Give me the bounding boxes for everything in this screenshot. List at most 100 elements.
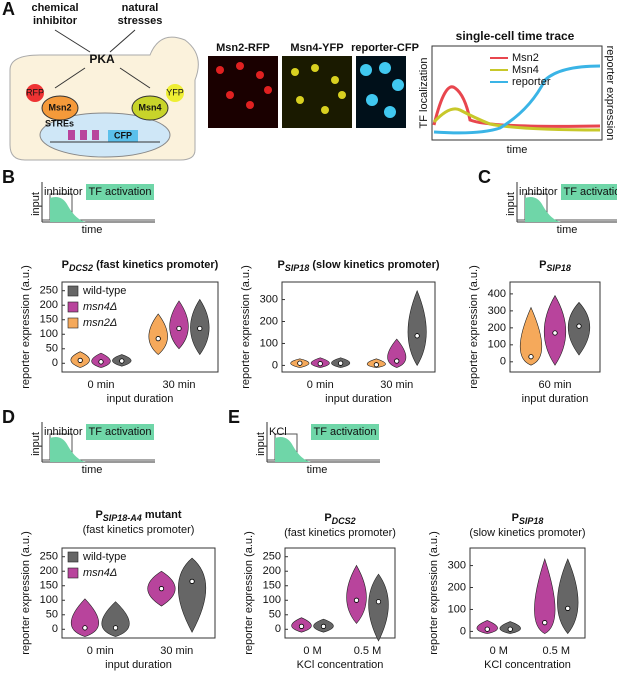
median <box>298 623 305 629</box>
plot-frame <box>284 547 396 639</box>
inhibit-arrow <box>54 29 91 53</box>
median <box>528 354 534 360</box>
label: YFP <box>166 87 184 97</box>
x-axis-label: KCl concentration <box>297 659 384 671</box>
msn2-node <box>41 95 79 121</box>
median <box>320 623 327 629</box>
axis-label: input <box>255 432 267 456</box>
x-tick-label: 0 min <box>307 379 334 391</box>
y-tick-label: 0 <box>52 623 58 635</box>
input-trace <box>42 433 155 461</box>
median <box>297 360 303 366</box>
title-part: P <box>539 259 546 271</box>
activation-box <box>561 184 617 200</box>
legend-label: msn2Δ <box>83 317 117 329</box>
activation-label: TF activation <box>564 186 617 198</box>
y-tick-label: 400 <box>488 288 506 300</box>
input-label: inhibitor <box>44 426 83 438</box>
input-trace <box>517 193 617 221</box>
title-part: (fast kinetics promoter) <box>93 259 219 271</box>
legend-label: Msn2 <box>512 52 539 64</box>
y-tick-label: 0 <box>500 356 506 368</box>
x-tick-label: 0 min <box>88 379 115 391</box>
y-axis-label: reporter expression (a.u.) <box>240 265 252 389</box>
legend-label: Msn4 <box>512 64 539 76</box>
trace-title: single-cell time trace <box>456 29 575 43</box>
title-part: SIP18 <box>285 263 310 273</box>
label: STREs <box>45 118 74 128</box>
median <box>484 626 490 632</box>
y-axis-label: reporter expression (a.u.) <box>243 531 255 655</box>
y-tick-label: 0 <box>272 359 278 371</box>
axis-label: time <box>307 464 328 476</box>
plot-frame <box>509 281 601 373</box>
input-label: inhibitor <box>519 186 558 198</box>
panel-letter: A <box>2 0 15 19</box>
cell-schematic: A chemical inhibitor natural stresses PK… <box>2 0 199 161</box>
violin <box>407 289 427 366</box>
image-label: Msn4-YFP <box>290 42 343 54</box>
chart-title: PDCS2 (fast kinetics promoter) <box>62 259 219 273</box>
label: inhibitor <box>33 15 78 27</box>
activation <box>50 197 86 222</box>
plot-frame <box>469 547 586 639</box>
median <box>155 336 161 342</box>
legend-swatch <box>67 551 79 563</box>
x-tick-label: 0 M <box>490 645 508 657</box>
violin <box>368 573 389 642</box>
plot-frame <box>61 547 216 639</box>
stre-box <box>80 130 87 140</box>
median <box>394 358 400 364</box>
chart-subtitle: (fast kinetics promoter) <box>83 524 195 536</box>
title-part: P <box>324 512 331 524</box>
x-axis-label: input duration <box>105 659 172 671</box>
y-axis-label: reporter expression (a.u.) <box>20 531 32 655</box>
panel-letter: D <box>2 407 15 427</box>
violin <box>346 564 367 624</box>
stre-box <box>68 130 75 140</box>
y-tick-label: 150 <box>40 314 58 326</box>
plot-frame <box>61 281 219 373</box>
title-part: SIP18-A4 <box>103 513 142 523</box>
inhibit-arrow <box>119 67 151 89</box>
y-tick-label: 50 <box>46 343 58 355</box>
x-tick-label: 60 min <box>538 379 571 391</box>
reporter-line <box>433 64 601 135</box>
rfp-dot <box>26 84 44 102</box>
legend-label: reporter <box>512 76 551 88</box>
y-tick-label: 300 <box>260 293 278 305</box>
chart-title: PSIP18-A4 mutant <box>95 509 181 523</box>
y-tick-label: 300 <box>488 305 506 317</box>
median <box>565 605 571 611</box>
title-part: (slow kinetics promoter) <box>309 259 440 271</box>
chart-subtitle: (slow kinetics promoter) <box>469 527 585 539</box>
legend-label: wild-type <box>82 285 126 297</box>
median <box>158 586 165 592</box>
median <box>552 330 558 336</box>
x-axis-label: input duration <box>325 393 392 405</box>
title-part: mutant <box>142 509 182 521</box>
x-tick-label: 30 min <box>380 379 413 391</box>
legend-swatch <box>67 317 79 329</box>
panel-letter: C <box>478 167 491 187</box>
frame <box>431 45 603 141</box>
label: PKA <box>89 52 115 66</box>
activation <box>525 197 561 222</box>
median <box>338 360 344 366</box>
y-tick-label: 100 <box>40 328 58 340</box>
chart-subtitle: (fast kinetics promoter) <box>284 527 396 539</box>
median <box>112 625 119 631</box>
title-part: DCS2 <box>332 516 356 526</box>
x-tick-label: 0 min <box>87 645 114 657</box>
y-tick-label: 100 <box>260 337 278 349</box>
cells <box>291 64 346 114</box>
x-tick-label: 0 M <box>303 645 321 657</box>
median <box>197 325 203 332</box>
median <box>576 323 582 329</box>
median <box>414 333 420 339</box>
axis-label: input <box>505 192 517 216</box>
y-tick-label: 150 <box>40 580 58 592</box>
median <box>119 358 125 364</box>
violin <box>169 300 189 350</box>
